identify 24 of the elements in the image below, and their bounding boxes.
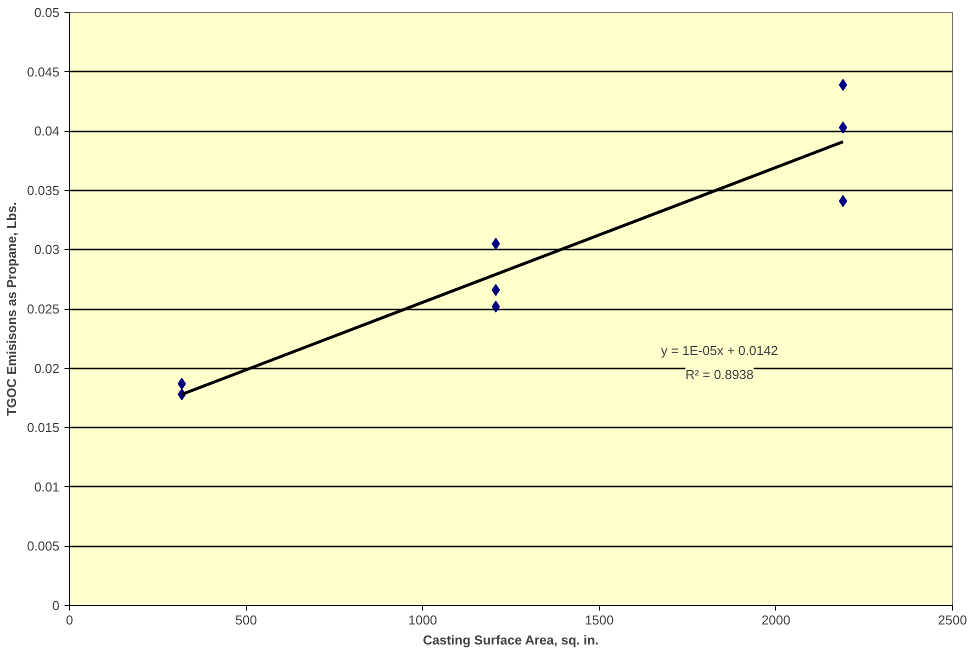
y-tick-label: 0.04 <box>34 124 60 139</box>
y-tick-label: 0.005 <box>26 538 60 554</box>
x-tick-label: 2000 <box>761 612 790 628</box>
point <box>838 78 848 91</box>
x-tick-label: 1500 <box>584 612 614 628</box>
y-tick-label: 0.015 <box>26 420 60 436</box>
y-tick-label: 0.025 <box>26 302 60 316</box>
point <box>838 195 848 208</box>
annotation: R² = 0.8938 <box>685 367 754 382</box>
y-tick-label: 0.05 <box>34 5 60 20</box>
x-tick-label: 0 <box>66 612 74 628</box>
y-tick-label: 0.03 <box>34 242 60 258</box>
y-tick-label: 0.02 <box>34 360 60 376</box>
y-tick-label: 0 <box>52 598 60 613</box>
x-tick-label: 500 <box>235 612 257 628</box>
x-axis-title: Casting Surface Area, sq. in. <box>422 632 599 648</box>
point <box>838 122 848 134</box>
annotation: y = 1E-05x + 0.0142 <box>660 343 778 358</box>
y-tick-label: 0.035 <box>26 182 60 198</box>
x-tick-label: 2500 <box>938 612 967 628</box>
x-tick-label: 1000 <box>408 612 438 628</box>
y-axis-title: TGOC Emisisons as Propane, Lbs. <box>4 202 19 416</box>
y-tick-label: 0.045 <box>26 64 60 80</box>
y-tick-label: 0.01 <box>34 479 60 494</box>
